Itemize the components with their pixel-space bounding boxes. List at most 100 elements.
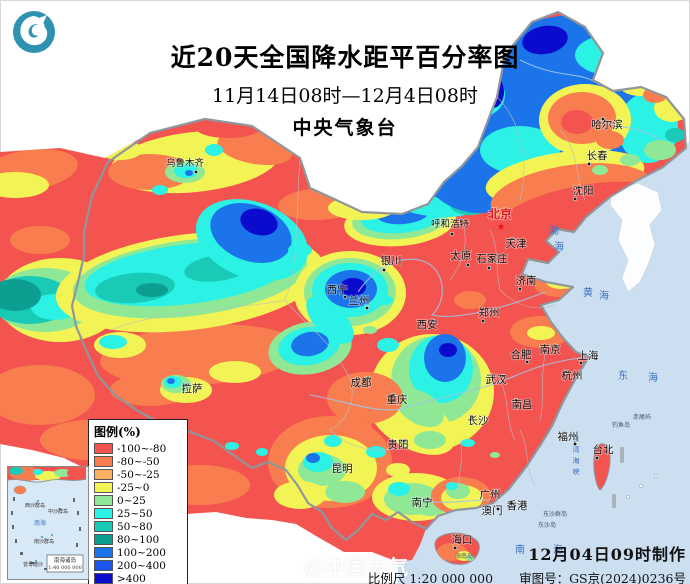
legend-label: 80~100 [117,533,160,546]
city-dot [390,392,396,398]
footer-info: 12月04日09时制作 比例尺 1:20 000 000 审图号：GS京(2024… [368,541,686,584]
sea-label: 台 [573,434,580,443]
city-dot [342,294,348,300]
legend-row: -50~-25 [94,468,183,481]
legend-label: -80~-50 [117,455,160,468]
legend-label: 50~80 [117,520,153,533]
legend-label: 0~25 [117,494,146,507]
city-label: 南宁 [412,496,433,509]
city-dot [401,438,407,444]
sea-label: 峡 [573,467,580,476]
legend-swatch [94,534,113,545]
city-label: 长沙 [468,415,489,427]
inset-sea-label: 南海 [34,519,46,527]
city-label: 成都 [351,377,372,389]
city-label: 西安 [417,318,438,331]
city-dot [465,262,471,268]
city-dot [586,161,592,167]
city-dot [480,318,486,324]
city-label: 上海 [578,349,599,362]
inset-island-label: 西沙群岛 [25,502,45,509]
city-label: 广州 [480,489,501,501]
china-border [70,10,688,542]
legend-swatch [94,521,113,532]
inset-island-label: 中沙群岛 [48,508,68,515]
city-dot [493,488,499,494]
city-label: 太原 [451,249,472,262]
legend-row: -100~-80 [94,442,183,455]
svg-text:南海诸岛: 南海诸岛 [54,556,77,564]
watermark: @中国天气 [272,551,409,580]
legend-swatch [94,456,113,467]
city-dot [425,496,431,502]
city-dot [500,373,506,379]
island-label: 东沙群岛 [543,510,567,518]
rivers [309,59,661,503]
city-dot [508,500,514,506]
city-label: 乌鲁木齐 [166,157,205,169]
legend-row: 50~80 [94,520,183,533]
map-credits: 比例尺 1:20 000 000 审图号：GS京(2024)0236号 [368,568,686,584]
capital-label: 北京 [488,206,512,221]
city-dot [572,441,578,447]
capital-star: ★ [497,222,506,233]
city-label: 长春 [587,150,608,162]
hainan-field [437,543,474,561]
sea-label: 海 [648,371,658,384]
map-scale: 比例尺 1:20 000 000 [367,571,494,584]
city-dot [524,359,530,365]
sea-label: 渤 [549,224,559,237]
sea-label: 海 [573,456,580,465]
city-label: 济南 [516,274,537,287]
city-label: 拉萨 [182,382,203,395]
china-weather-logo-icon [13,11,55,53]
city-dot [517,286,523,292]
city-label: 重庆 [387,393,408,406]
city-dot [365,375,371,381]
city-dot [509,236,515,242]
trench-mark [620,447,624,463]
city-dot [563,369,569,375]
city-label: 海口 [452,533,473,546]
legend-swatch [94,508,113,519]
city-label: 福州 [558,430,579,443]
city-label: 南昌 [512,398,533,411]
city-dot [469,414,475,420]
city-label: 沈阳 [573,184,594,197]
legend-row: -80~-50 [94,455,183,468]
production-time: 12月04日09时制作 [528,545,686,564]
city-dot [183,382,189,388]
city-label: 西宁 [327,283,348,296]
island-label: 钓鱼岛 [612,421,630,429]
inset-island-label: 南沙群岛 [34,538,54,545]
legend-swatch [94,495,113,506]
city-label: 昆明 [332,463,353,475]
city-dot [333,462,339,468]
trench-mark [612,494,616,508]
province-borders [109,96,586,496]
city-dot [513,397,519,403]
taiwan-island [593,443,611,491]
map-approval-number: 审图号：GS京(2024)0236号 [519,571,686,584]
city-dot [572,196,578,202]
legend-title: 图例(%) [94,425,141,439]
city-label: 香港 [507,500,528,512]
city-dot [600,116,606,122]
legend-row: -25~0 [94,481,183,494]
legend-label: 25~50 [117,507,153,520]
legend-swatch [94,560,113,571]
sea-label: 黄 [583,286,593,299]
sea-label: 湾 [573,445,580,454]
city-dot [364,305,370,311]
small-islands [612,447,658,508]
south-china-sea-inset: 西沙群岛 中沙群岛 南沙群岛 曾母暗沙 南海 南海诸岛 1:40 000 000 [7,466,89,580]
city-dot [594,455,600,461]
island-label: 海南岛 [455,552,473,560]
inset-island-label: 曾母暗沙 [23,561,43,568]
legend-swatch [94,443,113,454]
city-label: 天津 [506,238,527,250]
